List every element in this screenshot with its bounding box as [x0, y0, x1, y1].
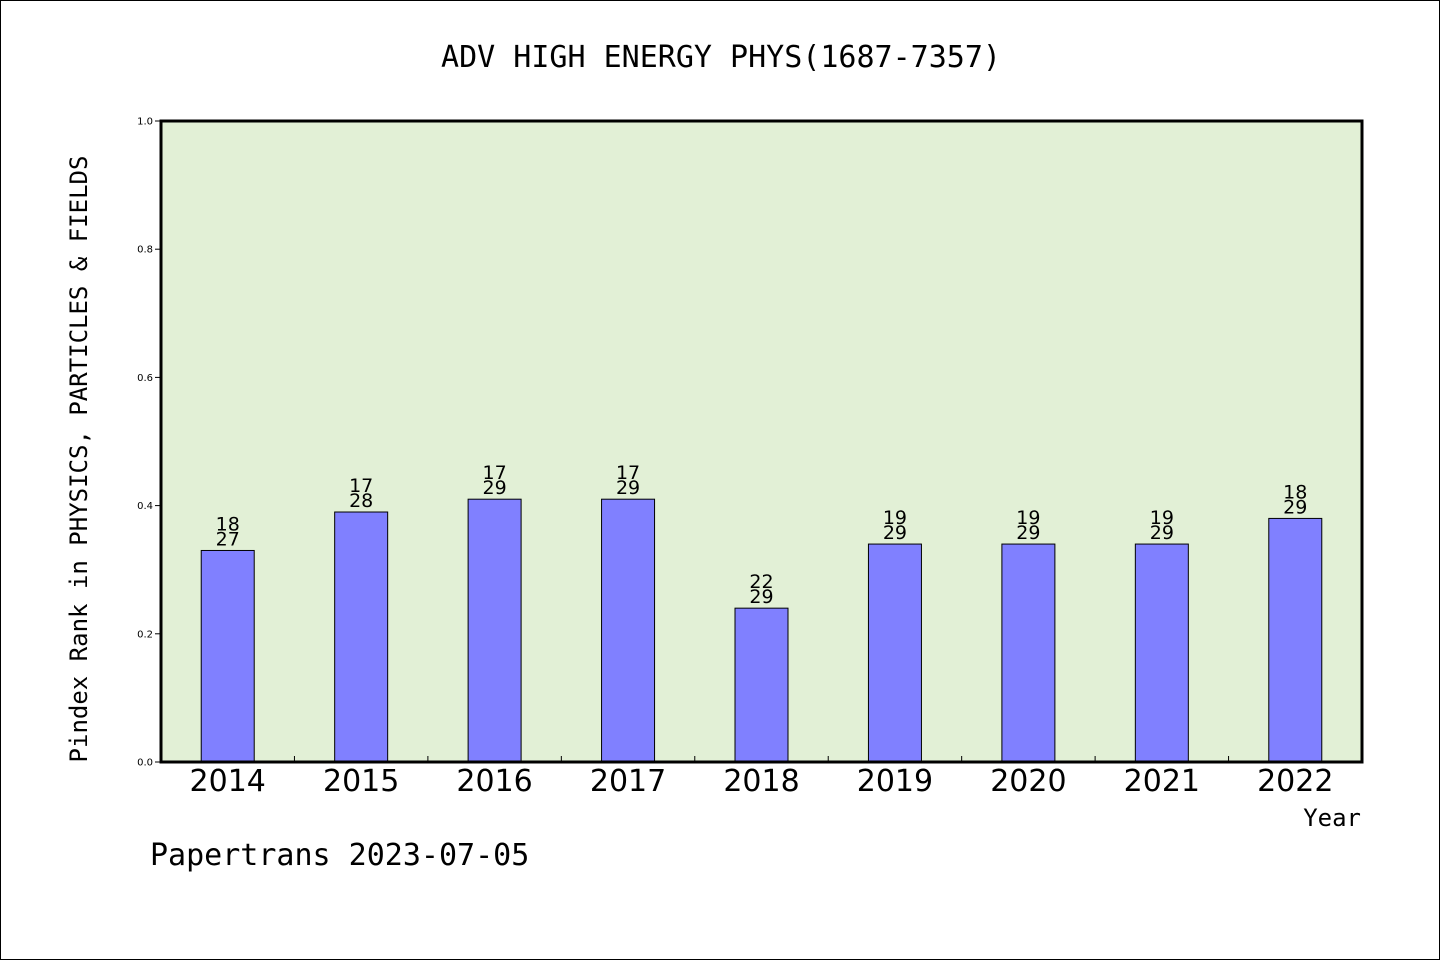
data-label-total: 28: [349, 490, 373, 512]
y-tick-label: 0.8: [137, 245, 153, 256]
bar-2016: [467, 498, 522, 763]
x-tick-label: 2017: [590, 764, 666, 799]
x-tick-label: 2014: [190, 764, 266, 799]
x-tick-label: 2015: [323, 764, 399, 799]
bar-2021: [1134, 543, 1189, 763]
data-label-total: 29: [883, 522, 907, 544]
data-label-rank: 19: [1150, 507, 1174, 529]
y-tick-label: 0.2: [137, 629, 153, 640]
y-axis-label: Pindex Rank in PHYSICS, PARTICLES & FIEL…: [65, 156, 93, 763]
data-label-rank: 17: [483, 462, 507, 484]
chart-title: ADV HIGH ENERGY PHYS(1687-7357): [441, 40, 1001, 75]
plot-border: [159, 119, 1364, 764]
data-label-rank: 17: [349, 475, 373, 497]
data-label-total: 29: [749, 586, 773, 608]
bar-2022: [1268, 517, 1323, 763]
x-axis-label: Year: [1303, 804, 1361, 832]
bar-2019: [867, 543, 922, 763]
y-tick-label: 0.6: [137, 373, 153, 384]
bar-2017: [601, 498, 656, 763]
data-label-total: 27: [216, 528, 240, 550]
y-tick-label: 1.0: [137, 117, 153, 128]
bars-layer: [200, 498, 1323, 763]
data-label-total: 29: [1283, 496, 1307, 518]
bar-2015: [334, 511, 389, 763]
data-label-total: 29: [616, 477, 640, 499]
x-tick-label: 2020: [990, 764, 1066, 799]
data-label-total: 29: [1150, 522, 1174, 544]
labels-layer: 0.00.20.40.60.81.02014182720151728201617…: [137, 117, 1333, 800]
data-label-rank: 17: [616, 462, 640, 484]
x-tick-label: 2018: [723, 764, 799, 799]
data-label-rank: 19: [883, 507, 907, 529]
data-label-total: 29: [1016, 522, 1040, 544]
x-tick-label: 2021: [1124, 764, 1200, 799]
x-tick-label: 2022: [1257, 764, 1333, 799]
x-tick-label: 2016: [456, 764, 532, 799]
bar-2018: [734, 607, 789, 763]
bar-2014: [200, 549, 255, 763]
data-label-total: 29: [483, 477, 507, 499]
data-label-rank: 19: [1016, 507, 1040, 529]
y-tick-label: 0.0: [137, 758, 153, 769]
footer-credit: Papertrans 2023-07-05: [150, 838, 529, 873]
data-label-rank: 22: [749, 571, 773, 593]
x-tick-label: 2019: [857, 764, 933, 799]
data-label-rank: 18: [1283, 481, 1307, 503]
data-label-rank: 18: [216, 513, 240, 535]
y-tick-label: 0.4: [137, 501, 153, 512]
bar-2020: [1001, 543, 1056, 763]
